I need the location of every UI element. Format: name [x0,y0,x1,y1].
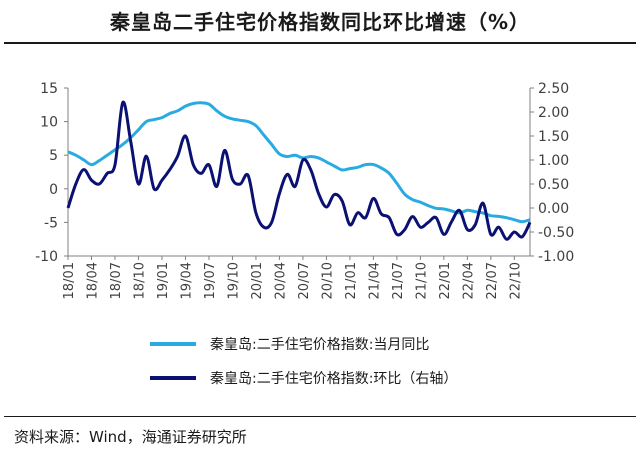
x-tick-label: 21/04 [367,262,382,299]
left-tick-label: -10 [35,249,58,265]
x-tick-label: 22/07 [485,262,500,299]
chart-plot: 15 10 5 0 -5 -10 2.50 2.00 1.50 1.00 0.50 0.00 -0.50… [35,81,574,299]
x-tick-label: 22/10 [508,262,523,299]
title-divider [4,42,636,44]
left-tick-label: -5 [44,215,58,231]
x-tick-label: 19/07 [203,262,218,299]
x-tick-label: 22/01 [438,262,453,299]
legend-item-mom: 秦皇岛:二手住宅价格指数:环比（右轴） [150,368,457,388]
right-tick-label: 0.00 [538,201,569,217]
right-tick-label: -0.50 [538,225,574,241]
legend-item-yoy: 秦皇岛:二手住宅价格指数:当月同比 [150,334,429,354]
right-tick-label: 0.50 [538,177,569,193]
x-tick-label: 20/01 [250,262,265,299]
legend-label-mom: 秦皇岛:二手住宅价格指数:环比（右轴） [210,371,458,387]
source-note: 资料来源：Wind，海通证券研究所 [14,428,247,446]
x-tick-label: 21/07 [391,262,406,299]
x-tick-label: 18/01 [62,262,77,299]
x-tick-label: 21/01 [344,262,359,299]
x-tick-label: 20/04 [273,262,288,299]
x-tick-label: 19/10 [226,262,241,299]
x-tick-label: 21/10 [414,262,429,299]
legend-swatch-yoy [150,342,196,346]
left-tick-label: 0 [49,182,58,198]
x-tick-label: 19/04 [179,262,194,299]
x-tick-label: 18/07 [109,262,124,299]
right-tick-label: -1.00 [538,249,574,265]
left-tick-label: 5 [49,148,58,164]
x-tick-label: 18/04 [85,262,100,299]
legend-label-yoy: 秦皇岛:二手住宅价格指数:当月同比 [210,337,430,353]
x-tick-label: 19/01 [156,262,171,299]
legend-swatch-mom [150,376,196,380]
right-tick-label: 1.50 [538,129,569,145]
chart-title: 秦皇岛二手住宅价格指数同比环比增速（%） [109,10,531,34]
x-tick-label: 20/07 [297,262,312,299]
x-tick-label: 18/10 [132,262,147,299]
right-tick-label: 2.00 [538,105,569,121]
right-tick-label: 1.00 [538,153,569,169]
left-tick-label: 15 [40,81,58,97]
series-line-yoy [67,101,531,224]
x-tick-label: 22/04 [461,262,476,299]
series-line-mom [66,100,532,241]
right-tick-label: 2.50 [538,81,569,97]
left-tick-label: 10 [40,115,58,131]
source-divider [4,416,636,417]
x-tick-label: 20/10 [320,262,335,299]
